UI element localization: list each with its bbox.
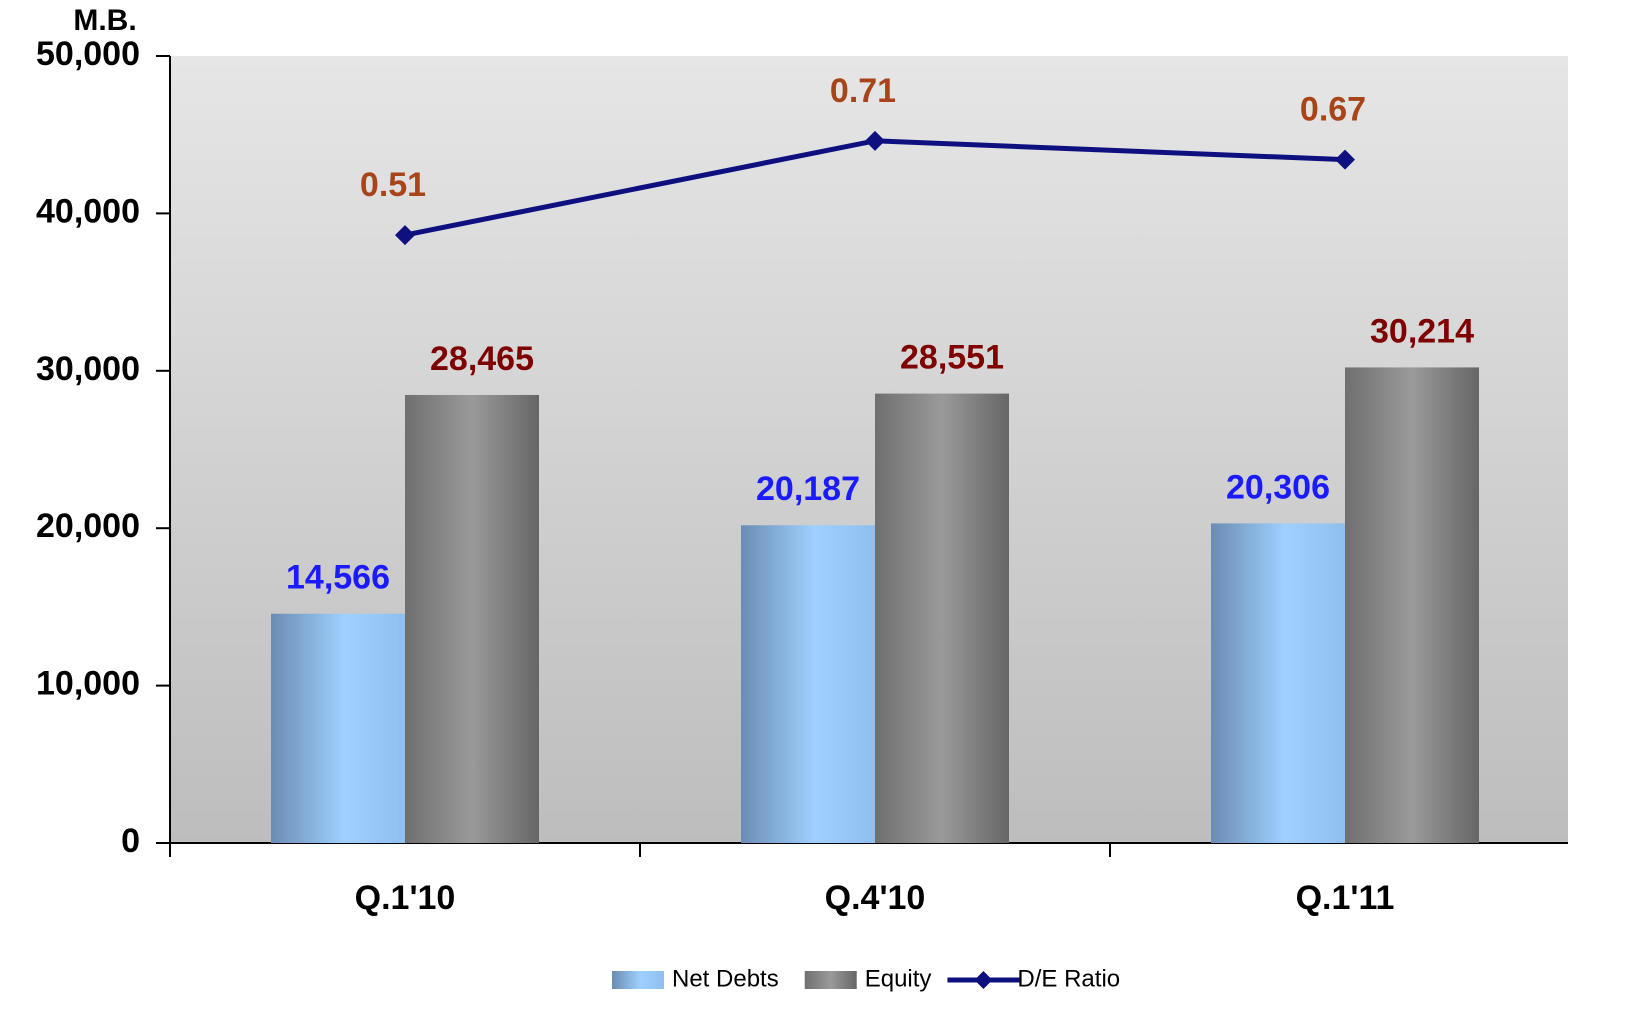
x-tick-label: Q.1'10	[355, 879, 456, 917]
x-tick-label: Q.4'10	[825, 879, 926, 917]
marker	[395, 225, 415, 246]
y-tick-label: 20,000	[36, 507, 140, 545]
value-label: 0.51	[360, 166, 426, 204]
value-label: 0.71	[830, 72, 896, 110]
legend-label: Equity	[865, 965, 932, 992]
y-tick-label: 50,000	[36, 35, 140, 73]
value-label: 28,465	[430, 340, 534, 378]
legend-swatch	[804, 971, 857, 989]
y-tick-label: 40,000	[36, 192, 140, 230]
marker	[865, 130, 885, 151]
value-label: 0.67	[1300, 91, 1366, 129]
legend-swatch	[612, 971, 664, 989]
legend-label: Net Debts	[672, 965, 779, 992]
legend-marker	[974, 971, 993, 989]
x-tick-label: Q.1'11	[1296, 879, 1395, 917]
bar	[875, 393, 1009, 843]
value-label: 30,214	[1370, 312, 1474, 350]
bar	[405, 394, 539, 843]
bar	[271, 613, 405, 843]
y-tick-label: 0	[121, 822, 140, 860]
bar	[1211, 523, 1345, 843]
y-axis-label: M.B.	[73, 4, 136, 37]
legend-label: D/E Ratio	[1017, 965, 1120, 992]
marker	[1335, 149, 1355, 170]
value-label: 20,187	[756, 470, 860, 508]
value-label: 14,566	[286, 559, 390, 597]
value-label: 28,551	[900, 339, 1004, 377]
value-label: 20,306	[1226, 468, 1330, 506]
bar	[1345, 367, 1479, 843]
y-tick-label: 30,000	[36, 350, 140, 388]
y-tick-label: 10,000	[36, 665, 140, 703]
bar	[741, 525, 875, 843]
